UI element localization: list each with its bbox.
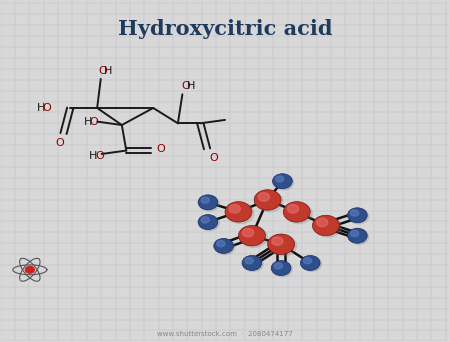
Circle shape <box>256 191 283 212</box>
Circle shape <box>273 262 292 277</box>
Text: O: O <box>95 151 104 161</box>
Circle shape <box>268 234 295 254</box>
Text: www.shutterstock.com  ·  2080474177: www.shutterstock.com · 2080474177 <box>157 331 293 337</box>
Text: O: O <box>42 103 51 113</box>
Circle shape <box>198 214 218 229</box>
Circle shape <box>215 239 235 254</box>
Circle shape <box>347 228 367 243</box>
Text: O: O <box>55 138 64 148</box>
Circle shape <box>312 215 339 236</box>
Circle shape <box>227 203 254 224</box>
Text: H: H <box>187 81 195 91</box>
Text: O: O <box>209 154 218 163</box>
Text: O: O <box>181 81 190 91</box>
Circle shape <box>25 266 34 273</box>
Circle shape <box>199 216 219 231</box>
Circle shape <box>285 203 312 224</box>
Circle shape <box>288 205 299 213</box>
Text: H: H <box>84 117 92 127</box>
Circle shape <box>271 261 291 276</box>
Circle shape <box>272 237 283 246</box>
Circle shape <box>198 195 218 210</box>
Circle shape <box>347 208 367 223</box>
Circle shape <box>273 174 292 189</box>
Circle shape <box>238 225 266 246</box>
Circle shape <box>217 240 225 247</box>
Circle shape <box>214 238 234 253</box>
Circle shape <box>258 193 270 201</box>
Text: Hydroxycitric acid: Hydroxycitric acid <box>118 19 332 39</box>
Circle shape <box>302 256 322 272</box>
Circle shape <box>349 209 369 224</box>
Circle shape <box>303 258 311 264</box>
Circle shape <box>240 227 267 248</box>
Text: H: H <box>36 103 45 113</box>
Circle shape <box>316 218 328 227</box>
Circle shape <box>199 196 219 211</box>
Circle shape <box>229 205 240 213</box>
Circle shape <box>270 236 297 256</box>
Text: O: O <box>157 144 165 154</box>
Circle shape <box>349 229 369 244</box>
Circle shape <box>225 202 252 222</box>
Circle shape <box>275 176 284 182</box>
Circle shape <box>274 263 283 269</box>
Circle shape <box>284 202 310 222</box>
Circle shape <box>315 217 342 237</box>
Circle shape <box>243 256 263 272</box>
Circle shape <box>351 210 359 216</box>
Circle shape <box>243 228 254 237</box>
Circle shape <box>351 230 359 237</box>
Circle shape <box>245 258 253 264</box>
Circle shape <box>242 255 262 271</box>
Circle shape <box>300 255 320 271</box>
Text: H: H <box>104 66 112 76</box>
Circle shape <box>201 197 209 203</box>
Text: O: O <box>99 66 107 76</box>
Text: H: H <box>89 151 98 161</box>
Circle shape <box>201 217 209 223</box>
Circle shape <box>254 190 281 210</box>
Circle shape <box>274 175 294 190</box>
Text: O: O <box>90 117 98 127</box>
